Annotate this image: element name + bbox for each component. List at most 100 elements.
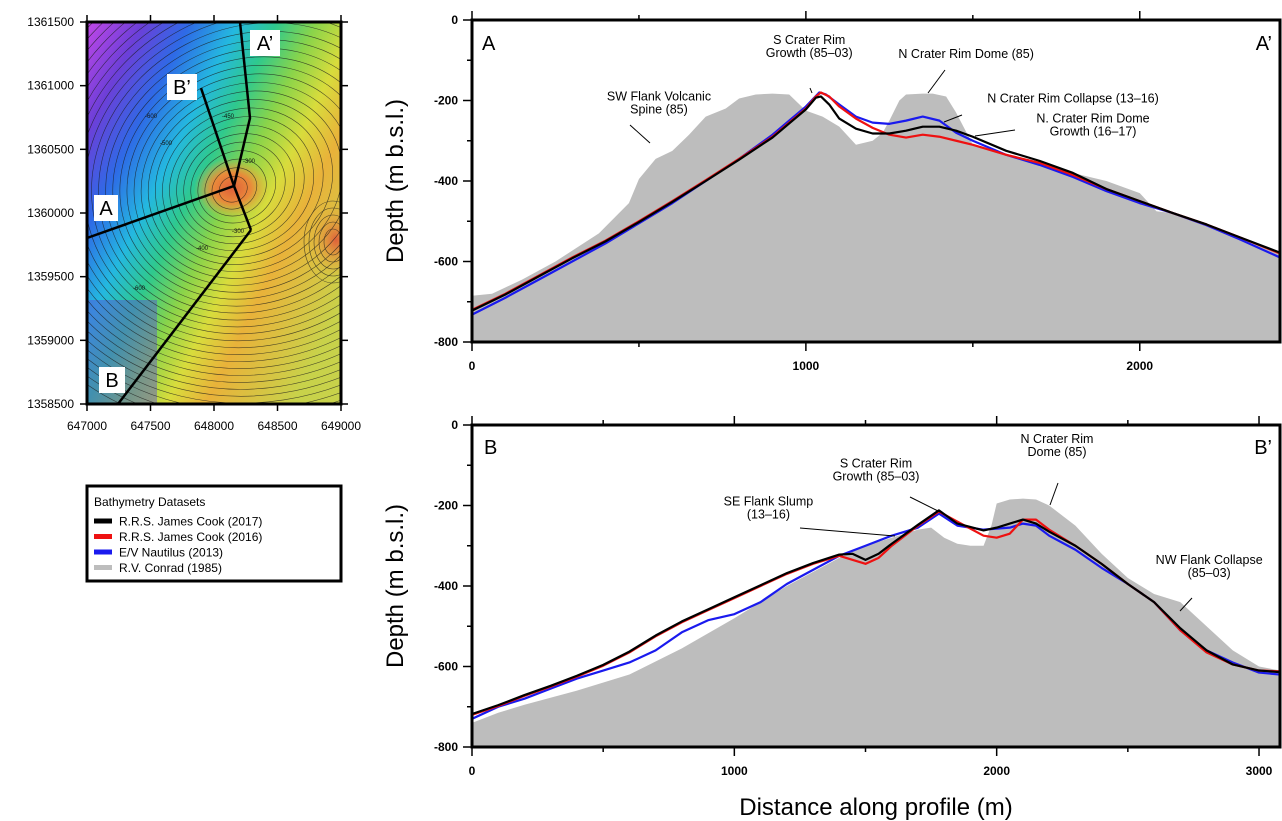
contour-label: -600 [145, 114, 158, 120]
map-label-b: B [105, 370, 118, 392]
profile-b-leader-line [1179, 597, 1193, 612]
label-box-b [99, 367, 125, 393]
legend-entry-label: E/V Nautilus (2013) [119, 546, 223, 560]
map-y-tick-label: 1359000 [27, 333, 74, 347]
map-raster [87, 22, 341, 404]
map-contour-line [87, 22, 341, 335]
map-x-tick-label: 648500 [257, 419, 297, 433]
profile-line-b-prime [199, 87, 236, 187]
label-box-a [94, 195, 118, 221]
profile-a-y-tick-label: -200 [434, 94, 458, 108]
map-contour-line [190, 141, 286, 231]
map-contours [87, 22, 341, 404]
profile-a-annotation: S Crater Rim Growth (85–03) [766, 33, 853, 60]
profile-b-annotation: SE Flank Slump (13–16) [724, 495, 814, 522]
profile-a-leader-line [974, 129, 1016, 137]
profile-a-leader-line [943, 114, 963, 123]
legend-entries: R.R.S. James Cook (2017)R.R.S. James Coo… [94, 515, 262, 575]
map-contour-line [169, 116, 315, 251]
map-y-tick-label: 1360500 [27, 142, 74, 156]
legend-box [85, 484, 343, 583]
map-y-tick-label: 1361000 [27, 79, 74, 93]
profile-a-x-tick-label: 2000 [1126, 359, 1153, 373]
map-contour-line [98, 30, 341, 321]
map-contour-line [105, 39, 341, 314]
label-box-a-prime [250, 30, 280, 56]
map-y-tick-label: 1360000 [27, 206, 74, 220]
profile-b-y-tick-label: -600 [434, 660, 458, 674]
profile-line-a-prime [232, 21, 252, 187]
map-contour-line [308, 207, 341, 277]
contour-label: -300 [232, 229, 245, 235]
map-label-a: A [99, 198, 113, 220]
profile-a-annotation: N. Crater Rim Dome Growth (16–17) [1036, 112, 1149, 139]
map-y-tick-label: 1359500 [27, 270, 74, 284]
legend-title: Bathymetry Datasets [94, 495, 205, 509]
map-contour-line [313, 214, 341, 270]
legend-entry-label: R.R.S. James Cook (2016) [119, 530, 262, 544]
map-x-tick-label: 648000 [194, 419, 234, 433]
map-y-tick-label: 1361500 [27, 15, 74, 29]
legend-entry-label: R.R.S. James Cook (2017) [119, 515, 262, 529]
profile-b-series-conrad-1985 [472, 498, 1280, 747]
profile-a-y-axis-title: Depth (m b.s.l.) [382, 99, 409, 263]
contour-label: -500 [160, 141, 173, 147]
map-contour-line [162, 107, 324, 258]
map-contour-line [112, 47, 341, 307]
profile-a-y-tick-label: -400 [434, 174, 458, 188]
contour-label: -400 [196, 246, 209, 252]
map-contour-line [147, 90, 341, 272]
profile-a-corner-left: A [482, 33, 496, 55]
map-x-tick-label: 647000 [67, 419, 107, 433]
map-contour-line [323, 228, 341, 256]
map-contour-labels: -450 -300 -300 -600 -500 -400 -600 [133, 114, 256, 292]
bathymetry-map: 647000 647500 648000 648500 649000 1361500 136… [27, 15, 361, 433]
map-contour-line [155, 99, 333, 265]
x-axis-title: Distance along profile (m) [739, 794, 1012, 821]
profile-a-corner-right: A’ [1256, 33, 1272, 55]
profile-b-y-axis-title: Depth (m b.s.l.) [382, 504, 409, 668]
map-x-tick-label: 647500 [130, 419, 170, 433]
map-contour-line [197, 150, 277, 224]
label-box-b-prime [167, 74, 197, 100]
profile-a-y-tick-label: -600 [434, 255, 458, 269]
profile-b-y-tick-label: -800 [434, 740, 458, 754]
profile-a-leader-line [927, 69, 946, 94]
map-contour-line [140, 82, 341, 279]
profile-b-leader-line [909, 496, 941, 513]
profile-a-x-tick-label: 1000 [793, 359, 820, 373]
profile-b-x-tick-label: 1000 [721, 764, 748, 778]
profile-a-leader-line [809, 87, 813, 94]
profile-b-x-tick-label: 0 [469, 764, 476, 778]
map-contour-line [91, 22, 341, 328]
profile-b-corner-left: B [484, 437, 497, 459]
profile-a-annotations: SW Flank Volcanic Spine (85) S Crater Rim G… [607, 33, 1159, 144]
profile-b-x-tick-label: 2000 [983, 764, 1010, 778]
map-contour-line [183, 133, 296, 238]
profile-a-x-tick-label: 0 [469, 359, 476, 373]
map-label-b-prime: B’ [173, 77, 191, 99]
profile-b-annotations: S Crater Rim Growth (85–03) SE Flank Slump… [724, 432, 1263, 612]
profile-b-annotation: NW Flank Collapse (85–03) [1156, 553, 1263, 580]
map-contour-line [318, 221, 341, 263]
profile-a-leader-line [629, 124, 651, 144]
profile-a-y-tick-label: 0 [451, 13, 458, 27]
profile-b-series-r-r-s-james-cook-2017 [472, 509, 1280, 716]
map-contour-line [87, 22, 341, 342]
map-contour-line [204, 158, 267, 217]
profile-a-annotation: N Crater Rim Dome (85) [898, 47, 1033, 61]
contour-label: -450 [222, 114, 235, 120]
map-profile-labels: A A’ B’ B [94, 30, 280, 393]
map-east-high [308, 202, 341, 278]
legend: Bathymetry Datasets R.R.S. James Cook (2… [85, 484, 343, 583]
map-x-tick-label: 649000 [321, 419, 361, 433]
profile-a-axes: 0 1000 2000 0 -200 -400 -600 -800 [434, 11, 1153, 373]
profile-b-leader-line [799, 527, 896, 537]
profile-chart-b: 0 1000 2000 3000 0 -200 -400 -600 -800 B B’ S Cr… [382, 416, 1282, 778]
profile-b-corner-right: B’ [1254, 437, 1272, 459]
profile-b-annotation: N Crater Rim Dome (85) [1021, 432, 1094, 459]
map-y-tick-label: 1358500 [27, 397, 74, 411]
profile-a-y-tick-label: -800 [434, 335, 458, 349]
map-profile-lines [86, 21, 253, 405]
